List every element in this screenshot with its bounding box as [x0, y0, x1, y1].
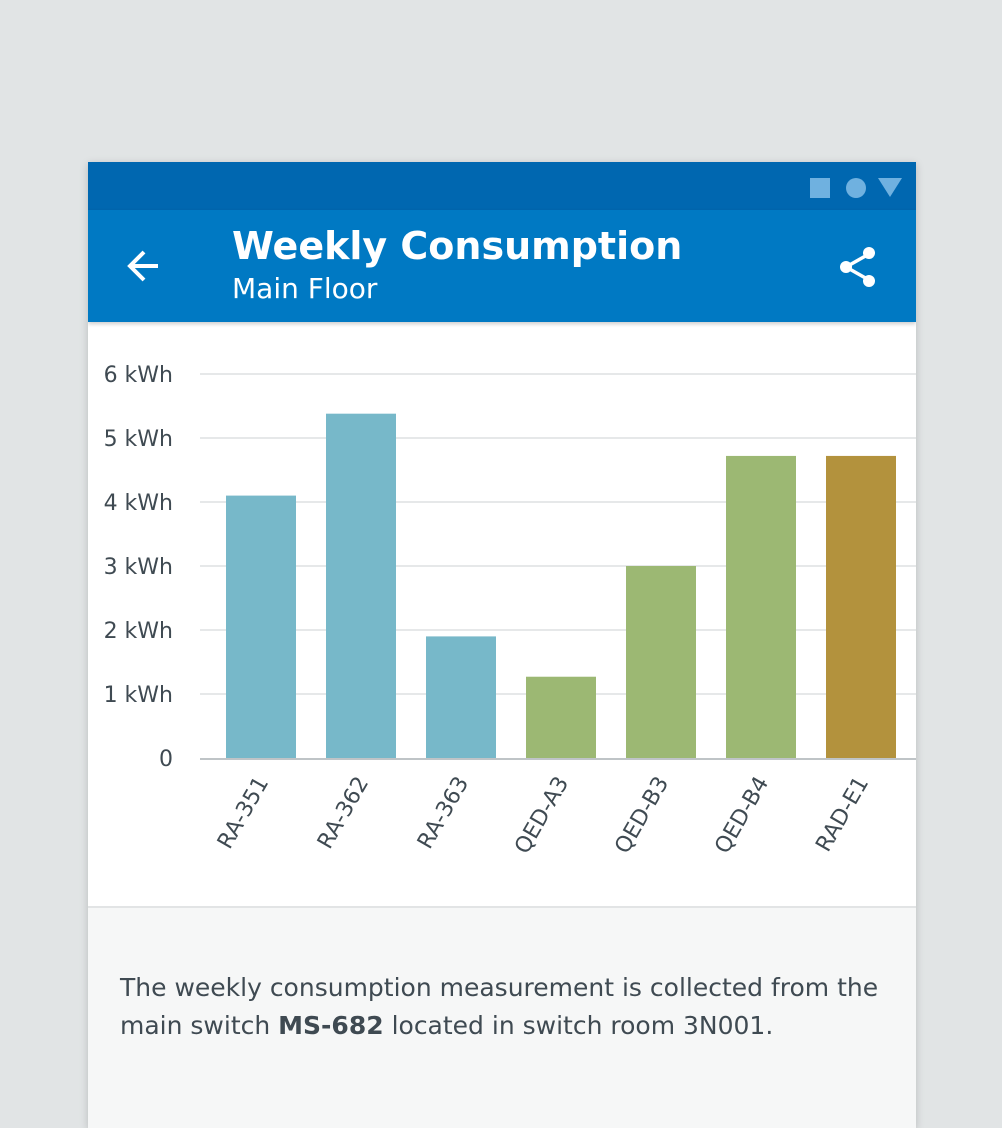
y-tick-label: 1 kWh [104, 683, 173, 708]
description-before: The weekly consumption measurement is co… [120, 973, 879, 1040]
x-tick-label: RAD-E1 [811, 773, 874, 857]
bar-rad-e1 [826, 455, 896, 758]
bar-ra-362 [326, 413, 396, 758]
x-tick-label: RA-351 [213, 773, 274, 854]
bar-qed-a3 [526, 676, 596, 758]
y-tick-label: 4 kWh [104, 491, 173, 516]
share-icon [840, 247, 875, 287]
x-tick-label: RA-362 [313, 773, 374, 854]
square-icon [810, 178, 830, 198]
y-tick-label: 5 kWh [104, 427, 173, 452]
status-bar [88, 162, 916, 210]
app-bar: Weekly Consumption Main Floor [88, 210, 916, 322]
x-tick-label: QED-B3 [610, 773, 674, 859]
back-button[interactable] [116, 238, 172, 294]
y-tick-label: 6 kWh [104, 363, 173, 388]
chart-card: 0 1 kWh 2 kWh 3 kWh 4 kWh 5 kWh 6 kWh RA-351 RA-… [88, 322, 916, 908]
description-text: The weekly consumption measurement is co… [120, 969, 890, 1045]
share-button[interactable] [830, 238, 886, 294]
bar-qed-b3 [626, 566, 696, 758]
arrow-back-icon [127, 250, 158, 282]
description-after: located in switch room 3N001. [383, 1011, 774, 1040]
bar-ra-351 [226, 495, 296, 758]
page-subtitle: Main Floor [232, 272, 378, 305]
y-tick-label: 3 kWh [104, 555, 173, 580]
x-tick-label: QED-B4 [710, 773, 774, 859]
phone-frame: Weekly Consumption Main Floor 0 1 kWh 2 kW… [88, 162, 916, 1128]
y-tick-label: 2 kWh [104, 619, 173, 644]
x-tick-label: RA-363 [413, 773, 474, 854]
bar-ra-363 [426, 636, 496, 758]
bar-chart: 0 1 kWh 2 kWh 3 kWh 4 kWh 5 kWh 6 kWh RA-351 RA-… [104, 363, 916, 859]
bar-qed-b4 [726, 455, 796, 758]
y-tick-label: 0 [159, 747, 173, 772]
circle-icon [846, 178, 866, 198]
triangle-icon [878, 178, 902, 197]
switch-id: MS-682 [278, 1011, 384, 1040]
page-title: Weekly Consumption [232, 224, 683, 268]
x-tick-label: QED-A3 [510, 773, 574, 859]
